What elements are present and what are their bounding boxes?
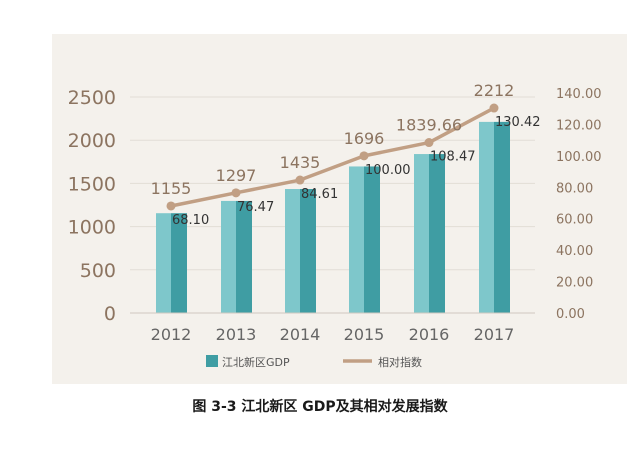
bar [285,189,300,313]
bar-side [300,189,316,313]
y-left-tick-label: 1500 [68,173,116,195]
bar [414,154,429,313]
bar [221,200,236,313]
index-value-label: 130.42 [495,115,541,130]
bar-value-label: 1839.66 [396,116,462,135]
x-tick-label: 2015 [344,325,385,344]
x-tick-label: 2013 [216,325,257,344]
figure-caption: 图 3-3 江北新区 GDP及其相对发展指数 [192,399,448,415]
bar-side [429,154,445,313]
y-left-tick-label: 0 [104,303,116,325]
x-tick-label: 2017 [474,325,515,344]
y-left-tick-label: 1000 [68,217,116,239]
bar-value-label: 1155 [151,179,192,198]
index-value-label: 108.47 [430,150,476,165]
y-right-tick-label: 60.00 [556,213,593,228]
index-value-label: 100.00 [365,163,411,178]
bar-value-label: 1696 [344,129,385,148]
bar-side [494,121,510,313]
chart-panel [52,34,627,384]
index-value-label: 84.61 [301,187,338,202]
legend-swatch-gdp [206,355,218,367]
index-line [170,106,495,208]
index-value-label: 68.10 [172,213,209,228]
bar-value-label: 2212 [474,81,515,100]
bar-side [236,200,252,313]
legend-label-index: 相对指数 [378,355,422,369]
bar-value-label: 1297 [216,166,257,185]
bar [479,121,494,313]
index-point [489,103,499,113]
y-right-tick-label: 40.00 [556,244,593,259]
x-tick-label: 2014 [280,325,321,344]
y-right-tick-label: 0.00 [556,307,585,322]
bar [349,166,364,313]
x-tick-label: 2016 [409,325,450,344]
bar-side [364,166,380,313]
index-point [231,188,241,198]
y-left-tick-label: 2000 [68,130,116,152]
index-value-label: 76.47 [237,200,274,215]
index-point [424,138,434,148]
index-point [359,151,369,161]
y-left-tick-label: 500 [80,260,116,282]
bar [156,213,171,313]
y-right-tick-label: 140.00 [556,87,602,102]
y-left-tick-label: 2500 [68,87,116,109]
legend-label-gdp: 江北新区GDP [222,355,290,369]
bar-side [171,213,187,313]
y-right-tick-label: 80.00 [556,181,593,196]
y-right-tick-label: 20.00 [556,276,593,291]
x-tick-label: 2012 [151,325,192,344]
bar-value-label: 1435 [280,153,321,172]
index-point [295,175,305,185]
y-right-tick-label: 120.00 [556,118,602,133]
index-point [166,201,176,211]
y-right-tick-label: 100.00 [556,150,602,165]
